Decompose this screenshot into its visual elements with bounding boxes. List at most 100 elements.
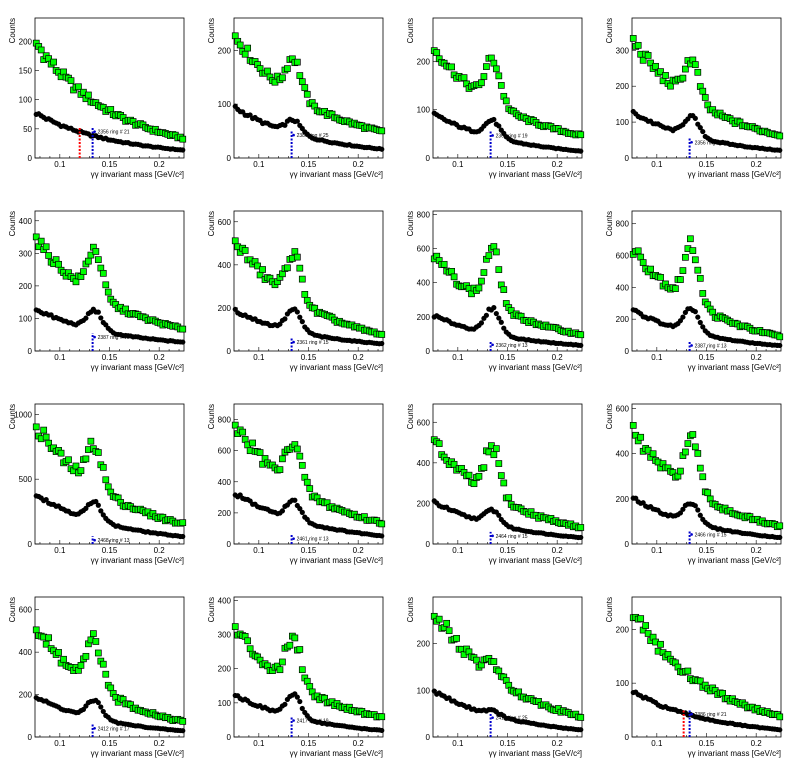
upper-series-point <box>776 132 784 140</box>
upper-series-point <box>42 433 50 441</box>
x-tick-label: 0.15 <box>301 739 317 748</box>
lower-series-point <box>692 115 698 121</box>
upper-series-point <box>684 440 692 447</box>
annotation-label: 2362 ring # 13 <box>496 343 528 349</box>
y-tick-label: 0 <box>625 347 630 356</box>
upper-series-point <box>448 267 455 275</box>
upper-series-point <box>75 83 82 91</box>
upper-series-point <box>37 237 45 245</box>
lower-series-point <box>578 148 584 154</box>
lower-series-point <box>282 316 288 322</box>
upper-series-point <box>470 480 478 488</box>
lower-series-point <box>83 505 89 511</box>
x-tick-label: 0.15 <box>102 739 118 748</box>
upper-series-point <box>644 630 652 637</box>
lower-series-point <box>180 339 186 345</box>
chart-svg: 0.1 0.15 0.2 0 100 200 γγ invariant mass [GeV/… <box>406 596 585 758</box>
lower-series-point <box>299 705 305 712</box>
upper-series-point <box>694 450 702 457</box>
upper-series-point <box>492 65 500 73</box>
upper-series-point <box>80 268 87 276</box>
upper-series-point <box>284 264 291 272</box>
x-tick-label: 0.1 <box>651 739 663 748</box>
upper-series-point <box>241 436 249 443</box>
y-tick-label: 200 <box>417 499 431 508</box>
y-tick-label: 200 <box>616 625 630 634</box>
lower-series-point <box>777 534 783 540</box>
upper-series-point <box>634 41 642 49</box>
y-axis-title: Counts <box>406 18 415 43</box>
x-tick-label: 0.15 <box>699 353 715 362</box>
upper-series-point <box>682 448 689 456</box>
upper-series-point <box>301 291 309 298</box>
upper-series-point <box>497 472 505 479</box>
upper-series-point <box>85 257 92 265</box>
y-tick-label: 600 <box>616 252 630 261</box>
x-tick-label: 0.2 <box>154 739 166 748</box>
upper-series-point <box>492 248 500 256</box>
y-tick-label: 400 <box>19 217 33 226</box>
upper-series-point <box>179 135 187 143</box>
y-axis-title: Counts <box>207 404 216 429</box>
upper-series-point <box>577 714 585 721</box>
y-axis-title: Counts <box>8 18 17 43</box>
upper-series-point <box>448 63 455 71</box>
chart-panel: 0.1 0.15 0.2 0 100 200 300 400 γγ invariant mass… <box>0 193 199 386</box>
x-axis-title: γγ invariant mass [GeV/c²] <box>489 170 582 179</box>
upper-series-point <box>505 494 513 501</box>
upper-series-point <box>639 259 647 266</box>
upper-series-point <box>65 456 72 464</box>
upper-series-point <box>495 460 503 467</box>
lower-series-point <box>100 708 106 715</box>
upper-series-point <box>478 79 485 87</box>
y-tick-label: 0 <box>426 154 431 163</box>
upper-series-point <box>293 253 301 261</box>
x-tick-label: 0.2 <box>552 739 564 748</box>
annotation-label: 2461 ring # 13 <box>297 537 329 543</box>
annotation-dot <box>690 140 693 144</box>
upper-series-point <box>284 65 291 72</box>
upper-series-point <box>492 445 500 452</box>
chart-panel: 0.1 0.15 0.2 0 200 400 600 γγ invariant mass [G… <box>398 386 597 579</box>
y-tick-label: 200 <box>616 82 630 91</box>
y-tick-label: 200 <box>218 665 232 674</box>
y-axis-title: Counts <box>8 404 17 429</box>
upper-series-point <box>776 522 784 530</box>
lower-series-point <box>501 325 507 331</box>
annotation-dot <box>292 719 295 722</box>
upper-series-point <box>291 634 299 642</box>
y-tick-label: 200 <box>417 640 431 649</box>
upper-series-point <box>298 461 306 469</box>
x-axis-title: γγ invariant mass [GeV/c²] <box>290 749 383 758</box>
lower-series-point <box>83 315 89 321</box>
y-tick-label: 0 <box>227 733 232 742</box>
y-tick-label: 600 <box>616 405 630 414</box>
y-tick-label: 200 <box>417 57 431 66</box>
upper-series-point <box>704 489 712 497</box>
upper-series-point <box>279 658 286 666</box>
upper-series-point <box>629 35 637 42</box>
upper-series-point <box>657 640 664 648</box>
upper-series-point <box>696 274 704 282</box>
x-tick-label: 0.1 <box>651 160 663 169</box>
upper-series-point <box>691 256 699 264</box>
upper-series-point <box>99 660 107 668</box>
upper-series-point <box>239 428 247 436</box>
upper-series-point <box>42 640 50 648</box>
upper-series-point <box>179 325 187 333</box>
upper-series-point <box>303 90 311 98</box>
upper-series-point <box>478 277 485 285</box>
upper-series-point <box>249 439 256 447</box>
x-axis-title: γγ invariant mass [GeV/c²] <box>91 170 184 179</box>
upper-series-point <box>92 248 100 255</box>
upper-series-point <box>687 235 694 243</box>
upper-series-point <box>298 666 306 674</box>
lower-series-point <box>95 309 101 315</box>
upper-series-point <box>440 260 448 268</box>
upper-series-point <box>244 44 252 52</box>
y-tick-label: 1000 <box>14 410 32 419</box>
upper-series-point <box>42 243 50 251</box>
upper-series-point <box>689 431 697 438</box>
upper-series-point <box>102 476 110 484</box>
upper-series-point <box>50 58 57 66</box>
